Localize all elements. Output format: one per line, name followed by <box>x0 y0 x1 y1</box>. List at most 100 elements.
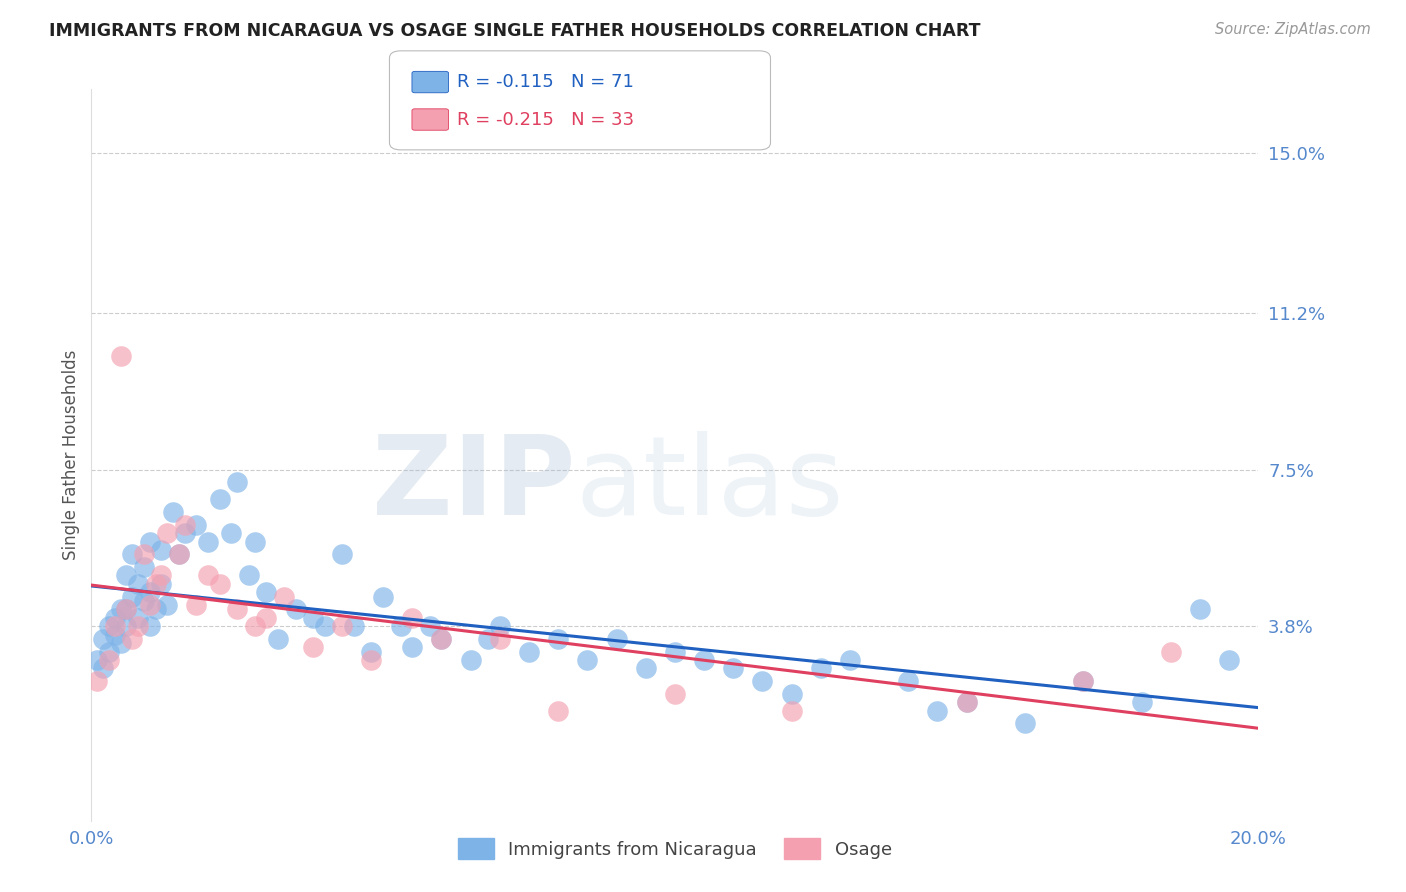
Point <box>138 598 162 612</box>
Point <box>284 602 307 616</box>
Point <box>243 619 266 633</box>
Point <box>115 602 138 616</box>
Point <box>150 577 173 591</box>
Point <box>1189 602 1212 616</box>
Point <box>138 585 162 599</box>
Point <box>150 568 173 582</box>
Point <box>104 619 127 633</box>
Text: R = -0.115   N = 71: R = -0.115 N = 71 <box>457 73 634 91</box>
Point <box>243 534 266 549</box>
Point <box>150 543 173 558</box>
Point <box>302 640 325 655</box>
Point <box>121 590 143 604</box>
Point <box>547 704 569 718</box>
Point <box>208 492 231 507</box>
Point <box>330 547 353 561</box>
Point <box>254 610 277 624</box>
Point <box>330 619 353 633</box>
Point <box>110 349 132 363</box>
Point <box>838 653 860 667</box>
Point <box>477 632 499 646</box>
Point <box>132 547 155 561</box>
Point <box>86 653 108 667</box>
Point <box>167 547 190 561</box>
Point <box>401 640 423 655</box>
Point <box>254 585 277 599</box>
Point <box>576 653 599 667</box>
Point <box>360 653 382 667</box>
Point <box>314 619 336 633</box>
Point <box>389 619 412 633</box>
Point <box>605 632 627 646</box>
Point <box>430 632 453 646</box>
Point <box>1073 674 1095 689</box>
Point <box>91 632 114 646</box>
Point <box>86 674 108 689</box>
Point <box>132 560 155 574</box>
Point <box>343 619 366 633</box>
Point <box>430 632 453 646</box>
Point <box>208 577 231 591</box>
Legend: Immigrants from Nicaragua, Osage: Immigrants from Nicaragua, Osage <box>451 831 898 866</box>
Point <box>1160 644 1182 658</box>
Point <box>197 534 219 549</box>
Point <box>547 632 569 646</box>
Point <box>121 632 143 646</box>
Text: R = -0.215   N = 33: R = -0.215 N = 33 <box>457 111 634 128</box>
Point <box>664 644 686 658</box>
Point <box>132 594 155 608</box>
Point <box>401 610 423 624</box>
Point <box>138 619 162 633</box>
Point <box>110 602 132 616</box>
Point <box>1130 695 1153 709</box>
Point <box>91 661 114 675</box>
Point <box>110 636 132 650</box>
Point <box>1073 674 1095 689</box>
Point <box>173 517 195 532</box>
Point <box>186 598 208 612</box>
Text: Source: ZipAtlas.com: Source: ZipAtlas.com <box>1215 22 1371 37</box>
Point <box>121 547 143 561</box>
Point <box>104 610 127 624</box>
Point <box>723 661 745 675</box>
Text: atlas: atlas <box>575 431 844 538</box>
Point <box>267 632 290 646</box>
Point <box>97 653 120 667</box>
Point <box>360 644 382 658</box>
Point <box>273 590 295 604</box>
Point <box>927 704 949 718</box>
Point <box>221 526 243 541</box>
Point <box>115 619 138 633</box>
Point <box>162 505 184 519</box>
Point <box>956 695 979 709</box>
Point <box>145 577 167 591</box>
Point <box>664 687 686 701</box>
Point <box>97 619 120 633</box>
Point <box>197 568 219 582</box>
Point <box>751 674 773 689</box>
Point <box>489 619 512 633</box>
Point <box>97 644 120 658</box>
Point <box>115 568 138 582</box>
Point <box>371 590 394 604</box>
Point <box>115 602 138 616</box>
Point <box>104 627 127 641</box>
Point <box>138 534 162 549</box>
Point <box>127 610 149 624</box>
Point <box>956 695 979 709</box>
Point <box>156 526 179 541</box>
Point <box>145 602 167 616</box>
Point <box>156 598 179 612</box>
Point <box>517 644 540 658</box>
Point <box>173 526 195 541</box>
Point <box>780 704 803 718</box>
Point <box>1218 653 1240 667</box>
Point <box>226 475 249 490</box>
Text: IMMIGRANTS FROM NICARAGUA VS OSAGE SINGLE FATHER HOUSEHOLDS CORRELATION CHART: IMMIGRANTS FROM NICARAGUA VS OSAGE SINGL… <box>49 22 981 40</box>
Point <box>489 632 512 646</box>
Y-axis label: Single Father Households: Single Father Households <box>62 350 80 560</box>
Point <box>238 568 260 582</box>
Point <box>634 661 657 675</box>
Point <box>127 619 149 633</box>
Point <box>302 610 325 624</box>
